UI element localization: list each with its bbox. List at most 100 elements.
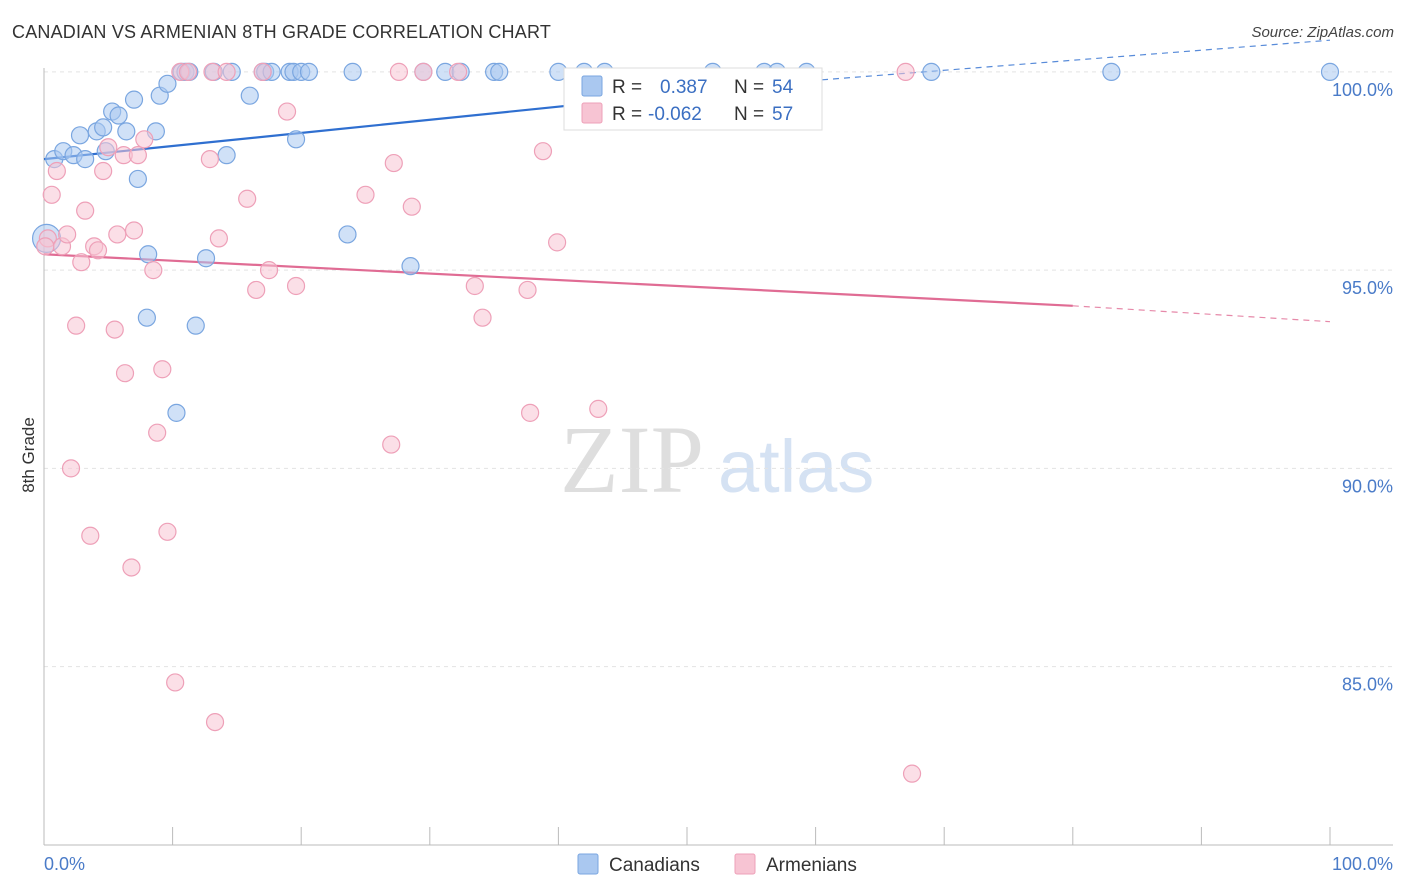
armenian-point xyxy=(217,62,236,81)
stats-canadians-r-label: R = xyxy=(612,77,642,98)
armenian-point xyxy=(402,197,421,216)
canadian-point xyxy=(490,62,509,81)
y-axis-label: 8th Grade xyxy=(19,417,38,493)
armenian-point xyxy=(178,62,198,81)
armenian-point xyxy=(277,102,297,121)
armenian-point xyxy=(247,280,266,300)
armenian-point xyxy=(42,185,61,204)
armenian-point xyxy=(115,364,135,383)
stats-armenians-r-value: -0.062 xyxy=(648,104,702,125)
canadian-point xyxy=(117,122,136,141)
y-tick-label: 85.0% xyxy=(1342,675,1393,695)
chart-title: CANADIAN VS ARMENIAN 8TH GRADE CORRELATI… xyxy=(12,22,552,42)
armenian-point xyxy=(135,130,154,149)
armenian-point xyxy=(209,229,228,248)
canadian-point xyxy=(217,146,236,165)
canadian-point xyxy=(186,316,205,335)
canadian-point xyxy=(286,130,306,149)
y-tick-label: 100.0% xyxy=(1332,80,1393,100)
armenian-point xyxy=(81,526,100,545)
armenian-point xyxy=(144,261,163,280)
armenian-point xyxy=(36,237,55,256)
armenian-point xyxy=(473,308,492,327)
armenian-point xyxy=(94,161,113,181)
canadian-point xyxy=(137,308,156,327)
canadian-point xyxy=(76,150,95,169)
stats-canadians-n-value: 54 xyxy=(772,77,794,98)
armenian-point xyxy=(205,712,225,732)
armenian-point xyxy=(521,403,540,422)
armenian-point xyxy=(384,153,403,173)
armenian-point xyxy=(259,261,279,280)
canadian-point xyxy=(94,118,113,137)
armenian-point xyxy=(896,62,915,81)
armenian-point xyxy=(382,435,401,454)
armenian-point xyxy=(47,161,66,181)
canadian-point xyxy=(1102,62,1121,81)
gridlines: 100.0% 95.0% 90.0% 85.0% xyxy=(44,71,1393,695)
legend-swatch-armenians xyxy=(734,853,756,875)
canadian-point xyxy=(338,225,357,244)
canadian-point xyxy=(922,62,941,81)
armenian-point xyxy=(253,62,272,81)
stats-armenians-n-label: N = xyxy=(734,104,764,125)
armenian-point xyxy=(389,62,409,81)
armenian-point xyxy=(72,253,91,272)
stats-armenians-n-value: 57 xyxy=(772,104,793,125)
armenian-point xyxy=(128,146,147,165)
canadian-point xyxy=(299,62,319,81)
canadian-point xyxy=(343,62,362,81)
armenian-point xyxy=(548,233,567,252)
trend-line-armenians xyxy=(43,253,1073,307)
armenian-point xyxy=(122,558,141,577)
armenian-point xyxy=(105,320,124,339)
stats-swatch-canadians xyxy=(581,75,603,97)
legend-label-armenians: Armenians xyxy=(766,855,857,876)
canadian-point xyxy=(196,249,216,268)
legend: Canadians Armenians xyxy=(577,853,857,876)
armenian-point xyxy=(61,459,81,478)
armenian-point xyxy=(166,673,185,692)
trend-extension-armenians xyxy=(1072,305,1331,323)
stats-armenians-r-label: R = xyxy=(612,104,642,125)
armenian-point xyxy=(465,276,484,296)
armenian-point xyxy=(153,360,172,379)
canadian-point xyxy=(167,403,186,422)
armenian-point xyxy=(148,423,167,442)
armenian-point xyxy=(533,142,553,161)
armenian-point xyxy=(589,399,608,418)
armenian-point xyxy=(414,62,433,81)
y-tick-label: 95.0% xyxy=(1342,278,1393,298)
stats-swatch-armenians xyxy=(581,102,603,124)
armenian-point xyxy=(158,522,177,541)
x-tick-label-max: 100.0% xyxy=(1332,854,1393,874)
armenian-point xyxy=(88,241,108,260)
armenian-point xyxy=(124,221,144,240)
armenian-point xyxy=(902,764,922,783)
canadian-point xyxy=(1320,62,1340,81)
armenian-point xyxy=(518,280,537,300)
stats-box: R = 0.387 N = 54 R = -0.062 N = 57 xyxy=(563,67,823,131)
armenian-point xyxy=(76,201,95,220)
source-label: Source: ZipAtlas.com xyxy=(1251,24,1394,41)
armenian-point xyxy=(238,189,257,208)
armenian-point xyxy=(99,138,118,157)
y-tick-label: 90.0% xyxy=(1342,476,1393,496)
legend-label-canadians: Canadians xyxy=(609,855,700,876)
armenian-point xyxy=(108,225,127,244)
canadian-point xyxy=(70,126,90,145)
canadian-point xyxy=(158,74,177,93)
x-tick-label-min: 0.0% xyxy=(44,854,85,874)
data-points xyxy=(31,62,1340,783)
canadian-point xyxy=(124,90,144,109)
canadian-point xyxy=(128,169,147,189)
watermark-zip: ZIP xyxy=(560,406,704,513)
stats-canadians-r-value: 0.387 xyxy=(660,77,708,98)
canadian-point xyxy=(139,245,158,264)
canadian-point xyxy=(401,257,420,276)
watermark-atlas: atlas xyxy=(718,425,874,508)
armenian-point xyxy=(58,225,77,244)
legend-swatch-canadians xyxy=(577,853,599,875)
armenian-point xyxy=(286,276,306,296)
